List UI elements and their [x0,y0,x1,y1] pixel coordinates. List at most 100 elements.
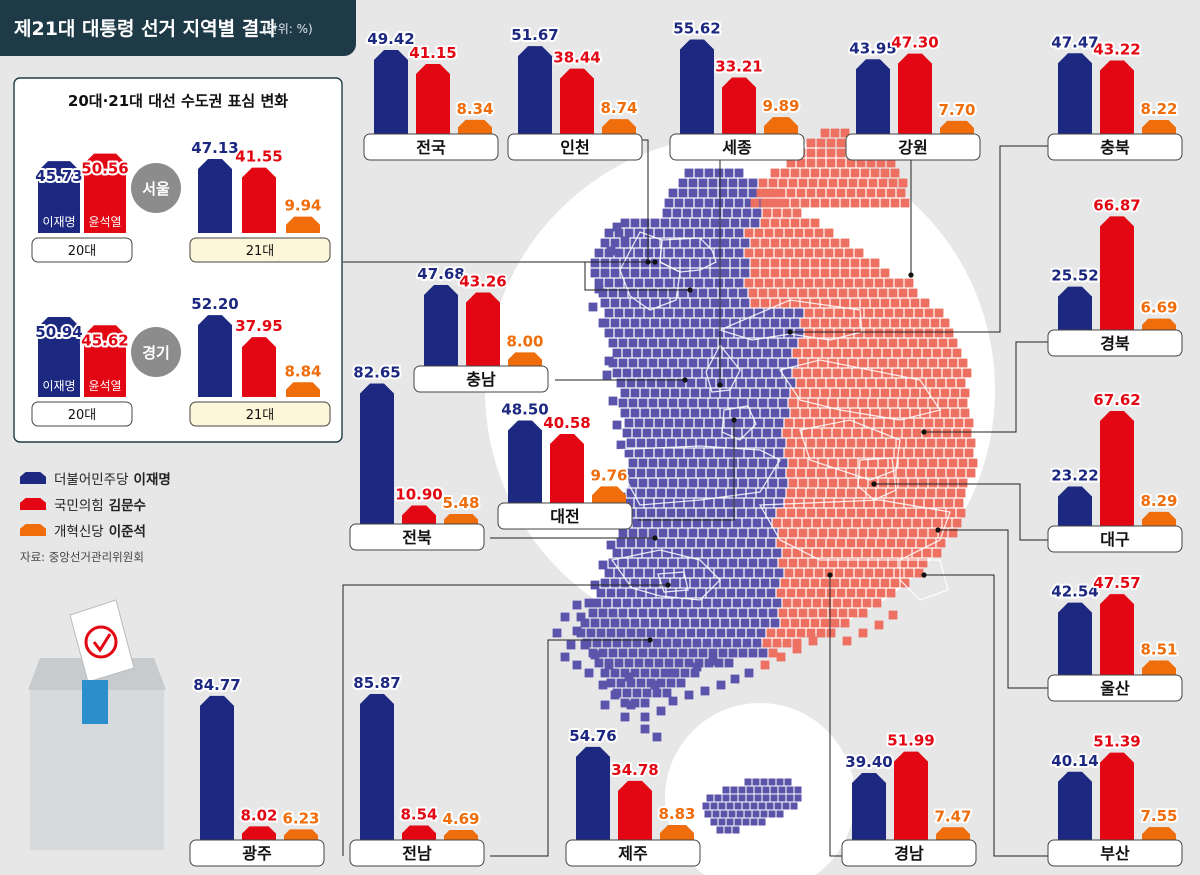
map-cell [784,308,794,318]
map-cell [690,618,700,628]
map-cell [848,358,858,368]
map-cell [612,548,622,558]
map-cell [860,578,870,588]
map-cell [734,818,742,826]
map-cell [628,558,638,568]
map-cell [618,648,628,658]
map-cell [674,448,684,458]
bar-lee [508,420,542,504]
map-cell [864,308,874,318]
map-cell [706,378,716,388]
map-cell [826,158,836,168]
map-cell [798,478,808,488]
map-cell [748,608,758,618]
map-cell [670,618,680,628]
map-cell [660,388,670,398]
map-cell [936,378,946,388]
map-cell [946,438,956,448]
map-cell [614,568,624,578]
map-cell [742,802,750,810]
map-cell [594,658,604,668]
map-cell [696,588,706,598]
map-cell [660,218,670,228]
map-cell [670,268,680,278]
map-cell [842,518,852,528]
map-cell [650,218,660,228]
legend-party: 더불어민주당 [54,472,129,488]
map-cell [738,648,748,658]
map-cell [850,258,860,268]
map-cell [782,428,792,438]
map-cell [614,328,624,338]
map-cell [606,588,616,598]
map-cell [740,258,750,268]
map-cell [642,368,652,378]
map-cell [616,378,626,388]
map-cell [630,668,640,678]
map-cell [680,388,690,398]
map-cell [702,428,712,438]
map-cell [820,198,830,208]
region-name: 경남 [894,844,924,863]
map-cell [710,818,718,826]
map-cell [746,786,754,794]
map-cell [822,598,832,608]
map-cell [662,638,672,648]
map-cell [688,458,698,468]
map-cell [858,558,868,568]
map-cell [752,428,762,438]
map-cell [958,458,968,468]
map-cell [838,358,848,368]
map-cell [692,208,702,218]
map-cell [624,328,634,338]
map-cell [900,408,910,418]
map-cell [610,578,620,588]
map-cell [704,810,712,818]
map-cell [606,678,616,688]
map-cell [820,408,830,418]
map-cell [650,388,660,398]
map-cell [690,388,700,398]
map-cell [806,588,816,598]
map-cell [640,238,650,248]
map-cell [918,528,928,538]
map-cell [652,348,662,358]
map-cell [694,568,704,578]
map-cell [904,498,914,508]
map-cell [900,578,910,588]
map-cell [738,794,746,802]
map-cell [922,548,932,558]
map-cell [842,636,852,646]
map-cell [778,528,788,538]
map-cell [804,568,814,578]
map-cell [740,408,750,418]
map-cell [666,508,676,518]
map-cell [610,258,620,268]
map-cell [894,568,904,578]
map-cell [758,558,768,568]
map-cell [776,652,786,662]
map-cell [650,668,660,678]
map-cell [704,328,714,338]
map-cell [796,468,806,478]
map-cell [638,478,648,488]
map-cell [640,712,650,722]
map-cell [950,408,960,418]
bar-kim [722,77,756,135]
region-chip [1047,674,1183,702]
map-cell [656,378,666,388]
map-cell [652,688,662,698]
map-cell [740,268,750,278]
map-cell [938,338,948,348]
map-cell [848,608,858,618]
map-cell [788,178,798,188]
map-cell [670,298,680,308]
map-cell [706,508,716,518]
map-cell [862,548,872,558]
map-cell [768,558,778,568]
map-cell [700,578,710,588]
leader-dot [921,429,927,435]
map-cell [906,488,916,498]
map-cell [600,298,610,308]
map-cell [684,198,694,208]
